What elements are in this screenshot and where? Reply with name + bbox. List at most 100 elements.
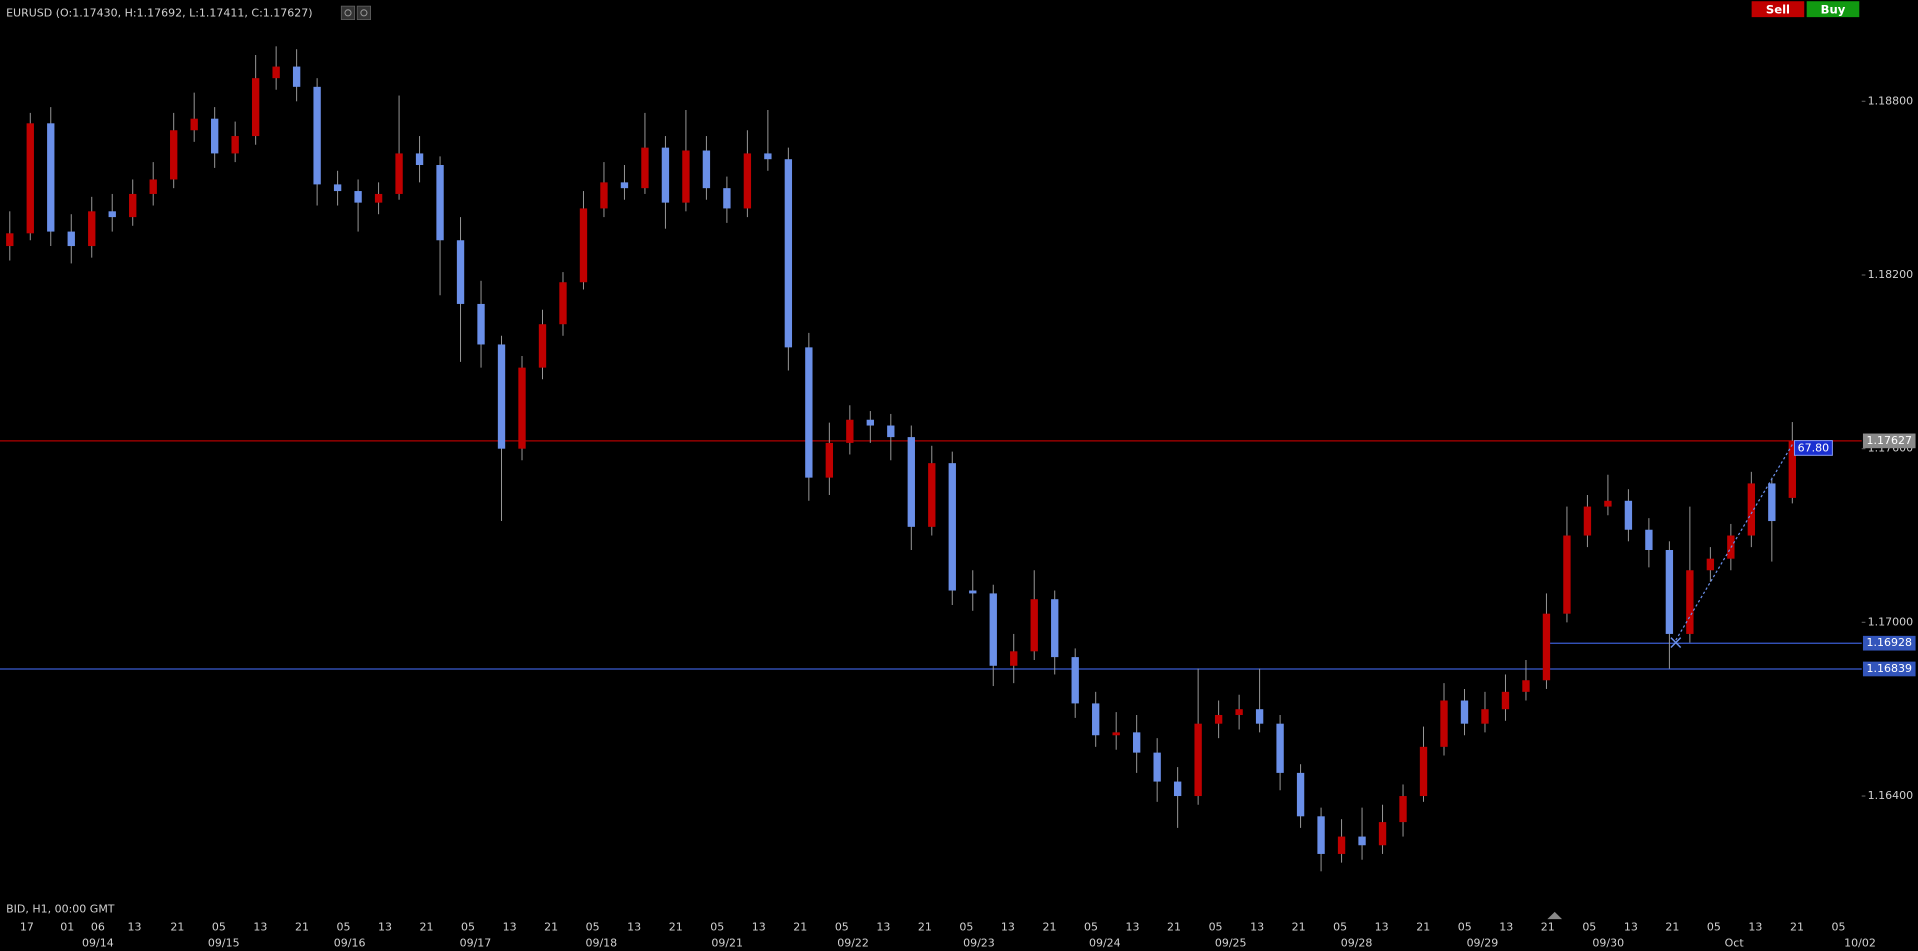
x-hour-label: 05 (959, 921, 973, 934)
candle-body (620, 182, 629, 189)
candle-body (1112, 732, 1120, 736)
candle-body (436, 164, 444, 241)
candle-body (313, 86, 321, 185)
x-date-label: 09/21 (711, 937, 743, 950)
sell-button-bg[interactable] (1751, 1, 1805, 18)
candle-body (477, 303, 485, 345)
y-tick-label: 1.18800 (1868, 94, 1913, 107)
candle-body (149, 179, 157, 194)
candle-body (1317, 816, 1325, 854)
candle-body (1358, 836, 1366, 846)
buy-button[interactable]: Buy (1806, 1, 1860, 18)
candle-body (887, 425, 895, 438)
candles (6, 46, 1796, 872)
candle-body (1235, 709, 1243, 715)
buy-button-bg[interactable] (1806, 1, 1860, 18)
candle-body (948, 463, 956, 591)
candle-body (1624, 500, 1633, 530)
candle-body (846, 419, 854, 443)
candle-body (743, 153, 752, 209)
x-hour-label: 05 (212, 921, 226, 934)
candle-body (47, 123, 55, 232)
candle-body (374, 193, 383, 203)
x-hour-label: 13 (627, 921, 641, 934)
settings-icon[interactable] (340, 5, 356, 20)
price-level-box (1862, 635, 1916, 651)
x-hour-label: 13 (503, 921, 517, 934)
candle-body (1173, 781, 1182, 797)
candle-body (497, 344, 506, 449)
candle-body (1706, 558, 1715, 571)
candle-body (559, 282, 567, 325)
x-date-label: 09/24 (1089, 937, 1121, 950)
candle-body (907, 437, 915, 527)
annotation-box (1793, 440, 1833, 456)
candle-body (1768, 483, 1776, 522)
candle-body (1194, 723, 1202, 797)
candle-body (1153, 752, 1161, 782)
sell-label[interactable]: Sell (1766, 2, 1790, 16)
candle-body (456, 240, 465, 304)
settings-icon[interactable] (356, 5, 372, 20)
icon-glyph (360, 9, 368, 17)
x-hour-label: 21 (295, 921, 309, 934)
candle-body (518, 367, 526, 449)
candle-body (1051, 599, 1059, 658)
candle-body (1255, 709, 1264, 724)
x-date-label: 09/29 (1467, 937, 1499, 950)
x-hour-label: 05 (1582, 921, 1596, 934)
price-level-label: 1.17627 (1867, 434, 1912, 447)
x-hour-label: 05 (336, 921, 350, 934)
x-date-label: 09/16 (334, 937, 366, 950)
x-date-label: 09/17 (460, 937, 492, 950)
candle-body (1010, 651, 1018, 666)
icon-glyph (344, 9, 352, 17)
candle-body (1214, 714, 1223, 724)
candle-body (989, 593, 997, 666)
candle-body (272, 66, 280, 79)
x-hour-label: 13 (128, 921, 142, 934)
x-hour-label: 13 (1250, 921, 1264, 934)
candle-body (1378, 822, 1387, 846)
x-date-label: 09/14 (82, 937, 114, 950)
candle-body (1522, 680, 1530, 692)
candle-body (333, 184, 342, 192)
x-hour-label: 13 (253, 921, 267, 934)
x-hour-label: 05 (586, 921, 600, 934)
price-level-label: 1.16928 (1867, 636, 1912, 649)
x-hour-label: 21 (793, 921, 807, 934)
buy-label[interactable]: Buy (1821, 2, 1846, 16)
scroll-marker (1547, 911, 1563, 920)
x-hour-label: 21 (1042, 921, 1056, 934)
sell-button[interactable]: Sell (1751, 1, 1805, 18)
candle-body (641, 147, 649, 189)
x-date-label: Oct (1725, 937, 1745, 950)
y-tick-label: 1.16400 (1868, 789, 1913, 802)
chart-title: EURUSD (O:1.17430, H:1.17692, L:1.17411,… (6, 6, 312, 19)
x-hour-label: 13 (876, 921, 890, 934)
x-hour-label: 05 (1831, 921, 1845, 934)
levels (0, 440, 1862, 670)
candle-body (292, 66, 301, 87)
x-hour-label: 13 (378, 921, 392, 934)
x-hour-label: 21 (918, 921, 932, 934)
measure-line (1675, 442, 1794, 641)
x-hour-label: 01 (60, 921, 74, 934)
candle-body (928, 463, 936, 527)
x-hour-label: 13 (1499, 921, 1513, 934)
candle-body (1645, 529, 1653, 550)
candle-body (805, 347, 813, 478)
candle-body (6, 233, 14, 247)
x-hour-label: 05 (1458, 921, 1472, 934)
candle-body (1133, 732, 1141, 753)
x-hour-label: 05 (710, 921, 724, 934)
x-hour-label: 05 (1084, 921, 1098, 934)
x-hour-label: 21 (1790, 921, 1804, 934)
x-hour-label: 21 (1541, 921, 1555, 934)
x-hour-label: 13 (752, 921, 766, 934)
x-date-label: 09/30 (1592, 937, 1624, 950)
price-level-box (1862, 661, 1916, 677)
candle-body (1481, 709, 1489, 724)
